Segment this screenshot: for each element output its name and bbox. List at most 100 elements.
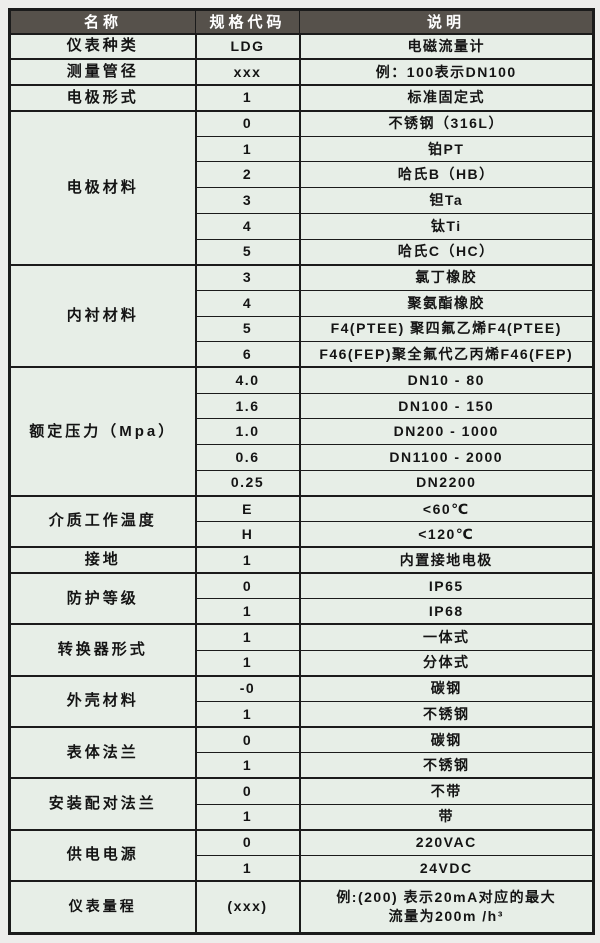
description-cell: 220VAC (299, 828, 594, 856)
spec-table: 名称 规格代码 说明 仪表种类 LDG 电磁流量计 测量管径 xxx 例：100表示DN1… (8, 8, 595, 935)
description-cell: 一体式 (299, 623, 594, 651)
spec-row: 介质工作温度 E <60℃ (9, 494, 594, 548)
name-cell: 接地 (9, 546, 197, 574)
code-cell: -0 (195, 674, 301, 702)
spec-row: 1 不锈钢 (10, 752, 594, 779)
spec-row: 0.25 DN2200 (10, 469, 594, 497)
name-cell: 转换器形式 (9, 623, 197, 677)
code-cell: 4.0 (195, 366, 301, 394)
spec-row: 外壳材料 -0 碳钢 (9, 674, 594, 728)
code-cell: 0 (195, 726, 301, 754)
name-cell: 仪表量程 (9, 880, 197, 934)
spec-row: 供电电源 0 220VAC (9, 828, 594, 882)
description-cell: 铂PT (299, 135, 594, 163)
header-row: 名称 规格代码 说明 (9, 9, 594, 34)
description-cell: IP65 (299, 571, 594, 600)
code-cell: 1 (195, 546, 301, 574)
name-cell: 安装配对法兰 (9, 777, 197, 831)
spec-row: 2 哈氏B（HB） (10, 161, 594, 189)
description-cell: <120℃ (299, 521, 594, 548)
spec-row: 内衬材料 3 氯丁橡胶 (9, 263, 594, 368)
description-cell: 标准固定式 (299, 83, 594, 112)
description-cell: 内置接地电极 (299, 546, 594, 574)
code-cell: 1 (195, 803, 301, 831)
code-cell: 1.6 (195, 392, 301, 420)
name-cell: 仪表种类 (9, 32, 197, 60)
description-cell: 例：100表示DN100 (299, 58, 594, 86)
description-cell: 哈氏B（HB） (299, 161, 594, 189)
description-cell: F4(PTEE) 聚四氟乙烯F4(PTEE) (299, 315, 594, 343)
description-cell: 碳钢 (299, 674, 594, 702)
description-cell: DN10 - 80 (299, 366, 594, 394)
code-cell: 1 (195, 649, 301, 677)
spec-row: 5 F4(PTEE) 聚四氟乙烯F4(PTEE) (10, 315, 594, 343)
description-cell: 分体式 (299, 649, 594, 677)
spec-row: 电极材料 0 不锈钢（316L） (9, 109, 594, 266)
code-cell: 4 (195, 212, 301, 240)
spec-row: 测量管径 xxx 例：100表示DN100 (9, 58, 594, 86)
code-cell: 3 (195, 263, 301, 291)
name-cell: 外壳材料 (9, 674, 197, 728)
spec-row: 4 聚氨酯橡胶 (10, 289, 594, 317)
code-cell: 1 (195, 623, 301, 651)
spec-row: 电极形式 1 标准固定式 (9, 83, 594, 112)
spec-row: 表体法兰 0 碳钢 (9, 726, 594, 779)
code-cell: 4 (195, 289, 301, 317)
spec-row: H <120℃ (10, 521, 594, 548)
code-cell: 1 (195, 135, 301, 163)
table-header: 名称 规格代码 说明 (9, 9, 594, 34)
code-cell: 0 (195, 571, 301, 600)
code-cell: H (195, 521, 301, 548)
code-cell: 0 (195, 777, 301, 805)
code-cell: 5 (195, 315, 301, 343)
spec-row: 转换器形式 1 一体式 (9, 623, 594, 677)
description-cell: 带 (299, 803, 594, 831)
description-cell: 不锈钢 (299, 752, 594, 779)
description-cell: DN100 - 150 (299, 392, 594, 420)
spec-row: 仪表量程 (xxx) 例:(200) 表示20mA对应的最大 流量为200m /h³ (9, 880, 594, 934)
description-cell: 钛Ti (299, 212, 594, 240)
code-cell: 1 (195, 855, 301, 882)
name-cell: 额定压力（Mpa） (9, 366, 197, 497)
code-cell: 0.25 (195, 469, 301, 497)
spec-row: 0.6 DN1100 - 2000 (10, 444, 594, 471)
code-cell: 1 (195, 598, 301, 625)
description-cell: 聚氨酯橡胶 (299, 289, 594, 317)
spec-row: 6 F46(FEP)聚全氟代乙丙烯F46(FEP) (10, 341, 594, 368)
description-cell: DN2200 (299, 469, 594, 497)
column-header-desc: 说明 (299, 9, 594, 34)
description-cell: F46(FEP)聚全氟代乙丙烯F46(FEP) (299, 341, 594, 368)
code-cell: 2 (195, 161, 301, 189)
spec-row: 5 哈氏C（HC） (10, 238, 594, 266)
spec-row: 1 不锈钢 (10, 700, 594, 728)
name-cell: 防护等级 (9, 571, 197, 625)
description-cell: 氯丁橡胶 (299, 263, 594, 291)
code-cell: 6 (195, 341, 301, 368)
description-cell: 哈氏C（HC） (299, 238, 594, 266)
column-header-name: 名称 (9, 9, 196, 34)
code-cell: 1 (195, 83, 301, 112)
description-cell: DN200 - 1000 (299, 418, 594, 445)
spec-row: 1.0 DN200 - 1000 (10, 418, 594, 445)
table-body: 仪表种类 LDG 电磁流量计 测量管径 xxx 例：100表示DN100 电极形式 1 标准固定… (9, 32, 594, 934)
description-cell: 碳钢 (299, 726, 594, 754)
code-cell: 3 (195, 187, 301, 214)
name-cell: 电极材料 (9, 109, 197, 266)
description-cell: 24VDC (299, 855, 594, 882)
spec-row: 接地 1 内置接地电极 (9, 546, 594, 574)
column-header-code: 规格代码 (195, 9, 300, 34)
spec-row: 安装配对法兰 0 不带 (9, 777, 594, 831)
spec-row: 4 钛Ti (10, 212, 594, 240)
name-cell: 电极形式 (9, 83, 197, 112)
spec-row: 1.6 DN100 - 150 (10, 392, 594, 420)
spec-row: 仪表种类 LDG 电磁流量计 (9, 32, 594, 60)
description-cell: <60℃ (299, 494, 594, 523)
spec-row: 额定压力（Mpa） 4.0 DN10 - 80 (9, 366, 594, 497)
name-cell: 供电电源 (9, 828, 197, 882)
code-cell: 1 (195, 752, 301, 779)
code-cell: 1 (195, 700, 301, 728)
code-cell: 0 (195, 109, 301, 137)
code-cell: LDG (195, 32, 301, 60)
code-cell: (xxx) (195, 880, 301, 934)
